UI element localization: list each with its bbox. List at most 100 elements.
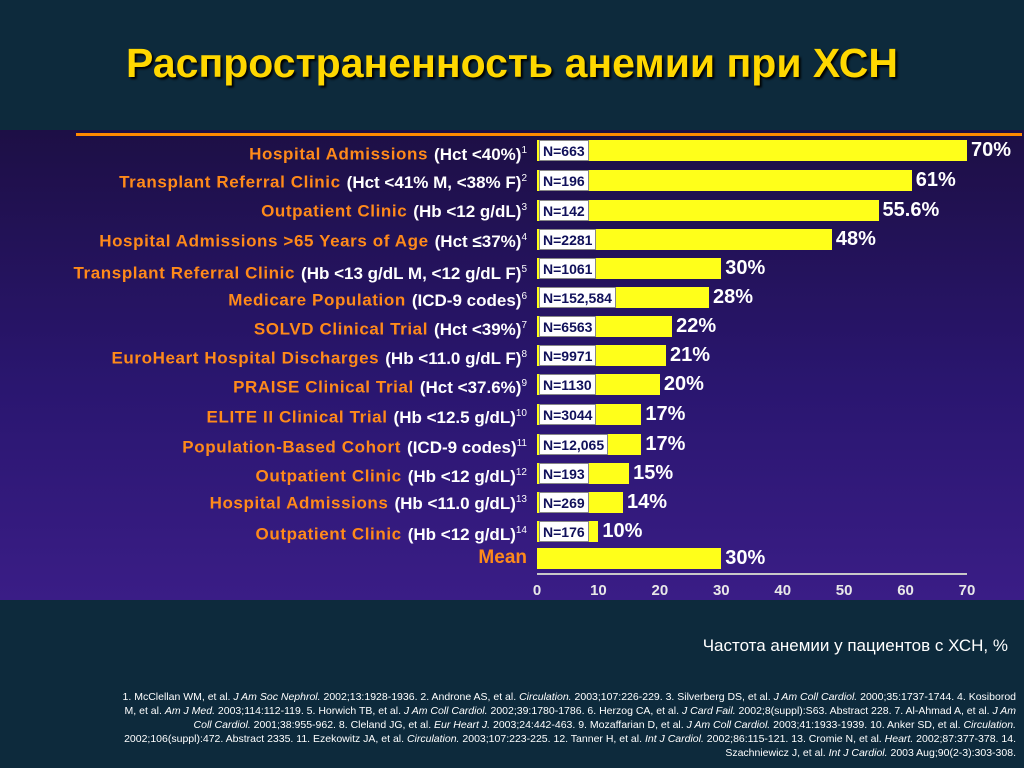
value-label: 61% — [915, 169, 956, 191]
row-criterion: (Hb <11.0 g/dL F) — [385, 348, 522, 368]
row-reference-number: 2 — [521, 173, 527, 184]
row-label: Outpatient Clinic (Hb <12 g/dL)3 — [261, 197, 527, 221]
row-reference-number: 1 — [521, 145, 527, 156]
reference-text: 2002;39:1780-1786. 6. Herzog CA, et al. — [487, 705, 682, 717]
sample-size-label: N=152,584 — [539, 287, 616, 308]
row-label: Hospital Admissions >65 Years of Age (Hct… — [99, 227, 527, 251]
value-label: 15% — [633, 462, 674, 484]
row-criterion: (Hct ≤37%) — [434, 231, 522, 251]
row-reference-number: 14 — [515, 525, 527, 536]
sample-size-label: N=196 — [539, 170, 589, 191]
row-name: Hospital Admissions >65 Years of Age — [99, 231, 429, 251]
row-name: Outpatient Clinic — [255, 466, 402, 486]
row-reference-number: 13 — [515, 494, 527, 505]
row-name: Hospital Admissions — [249, 144, 429, 164]
reference-text: Circulation. — [963, 719, 1016, 731]
sample-size-label: N=2281 — [539, 229, 597, 250]
value-label: 48% — [835, 228, 876, 250]
sample-size-label: N=1061 — [539, 258, 597, 279]
value-label: 17% — [645, 403, 686, 425]
reference-text: 2003;24:442-463. 9. Mozaffarian D, et al… — [490, 719, 687, 731]
row-name: Transplant Referral Clinic — [119, 172, 341, 192]
value-label: 22% — [676, 315, 717, 337]
row-label: ELITE II Clinical Trial (Hb <12.5 g/dL)10 — [207, 403, 527, 427]
reference-text: 2003;114:112-119. 5. Horwich TB, et al. — [215, 705, 404, 717]
value-label: 30% — [725, 547, 766, 569]
value-label: 55.6% — [882, 199, 940, 221]
reference-text: 2002;8(suppl):S63. Abstract 228. 7. Al-A… — [735, 705, 993, 717]
row-criterion: (Hb <12 g/dL) — [407, 466, 516, 486]
reference-text: Circulation. — [406, 733, 460, 745]
reference-text: Int J Cardiol. — [644, 733, 704, 745]
row-label: Outpatient Clinic (Hb <12 g/dL)12 — [255, 462, 527, 486]
row-reference-number: 4 — [521, 232, 527, 243]
row-criterion: (Hct <41% M, <38% F) — [346, 172, 522, 192]
x-axis-title: Частота анемии у пациентов с ХСН, % — [702, 636, 1008, 655]
row-name: Outpatient Clinic — [261, 201, 408, 221]
reference-text: 2000;35:1737-1744. 4. Kosiborod M, et al… — [124, 691, 1016, 717]
value-label: 14% — [627, 491, 668, 513]
row-label: Transplant Referral Clinic (Hb <13 g/dL M… — [73, 259, 527, 283]
sample-size-label: N=6563 — [539, 316, 597, 337]
row-criterion: (Hct <37.6%) — [419, 377, 522, 397]
value-label: 10% — [602, 520, 643, 542]
reference-text: 2002;87:377-378. 14. Szachniewicz J, et … — [725, 733, 1016, 759]
bar — [537, 170, 912, 191]
row-reference-number: 9 — [521, 378, 527, 389]
value-label: 17% — [645, 433, 686, 455]
row-reference-number: 11 — [516, 438, 527, 449]
mean-bar — [537, 548, 722, 569]
row-criterion: (Hb <12.5 g/dL) — [393, 407, 516, 427]
row-name: Population-Based Cohort — [182, 437, 402, 457]
row-criterion: (Hb <13 g/dL M, <12 g/dL F) — [301, 263, 522, 283]
row-reference-number: 3 — [521, 202, 527, 213]
row-reference-number: 12 — [515, 467, 527, 478]
row-criterion: (Hct <39%) — [434, 319, 522, 339]
reference-text: 2003;107:226-229. 3. Silverberg DS, et a… — [571, 691, 774, 703]
row-reference-number: 10 — [515, 408, 527, 419]
row-criterion: (Hct <40%) — [434, 144, 522, 164]
references: 1. McClellan WM, et al. J Am Soc Nephrol… — [118, 690, 1016, 760]
reference-text: 2003;41:1933-1939. 10. Anker SD, et al. — [770, 719, 964, 731]
value-label: 70% — [971, 139, 1012, 161]
row-criterion: (Hb <11.0 g/dL) — [394, 493, 516, 513]
reference-text: 2001;38:955-962. 8. Cleland JG, et al. — [250, 719, 435, 731]
reference-text: 2003 Aug;90(2-3):303-308. — [887, 747, 1016, 759]
row-label: Transplant Referral Clinic (Hct <41% M, <… — [119, 168, 527, 192]
value-label: 28% — [713, 286, 754, 308]
reference-text: 1. McClellan WM, et al. — [122, 691, 234, 703]
row-label: Hospital Admissions (Hb <11.0 g/dL)13 — [210, 489, 527, 513]
reference-text: J Am Coll Cardiol. — [773, 691, 858, 703]
row-label: SOLVD Clinical Trial (Hct <39%)7 — [253, 315, 527, 339]
reference-text: J Am Coll Cardiol. — [403, 705, 488, 717]
row-name: Medicare Population — [228, 290, 406, 310]
row-name: SOLVD Clinical Trial — [253, 319, 429, 339]
row-label: Outpatient Clinic (Hb <12 g/dL)14 — [255, 520, 527, 544]
bar — [537, 140, 967, 161]
row-name: Outpatient Clinic — [255, 524, 402, 544]
bar — [537, 229, 832, 250]
row-label: Hospital Admissions (Hct <40%)1 — [249, 140, 527, 164]
value-label: 20% — [663, 373, 704, 395]
reference-text: Am J Med. — [164, 705, 215, 717]
sample-size-label: N=193 — [539, 463, 589, 484]
row-reference-number: 7 — [521, 320, 527, 331]
sample-size-label: N=3044 — [539, 404, 597, 425]
row-criterion: (Hb <12 g/dL) — [413, 201, 522, 221]
sample-size-label: N=12,065 — [539, 434, 609, 455]
x-tick-label: 40 — [774, 582, 792, 599]
reference-text: J Am Coll Cardiol. — [193, 705, 1016, 731]
row-name: Mean — [478, 547, 527, 568]
reference-text: Circulation. — [519, 691, 572, 703]
x-tick-label: 20 — [651, 582, 669, 599]
sample-size-label: N=269 — [539, 492, 589, 513]
slide-title: Распространенность анемии при ХСН — [126, 40, 898, 86]
row-name: PRAISE Clinical Trial — [233, 377, 414, 397]
row-criterion: (ICD-9 codes) — [411, 290, 522, 310]
reference-text: J Card Fail. — [681, 705, 736, 717]
row-label: EuroHeart Hospital Discharges (Hb <11.0 g… — [111, 344, 527, 368]
value-label: 21% — [670, 344, 711, 366]
x-axis-line — [537, 573, 967, 575]
sample-size-label: N=176 — [539, 521, 589, 542]
row-name: Transplant Referral Clinic — [73, 263, 296, 283]
